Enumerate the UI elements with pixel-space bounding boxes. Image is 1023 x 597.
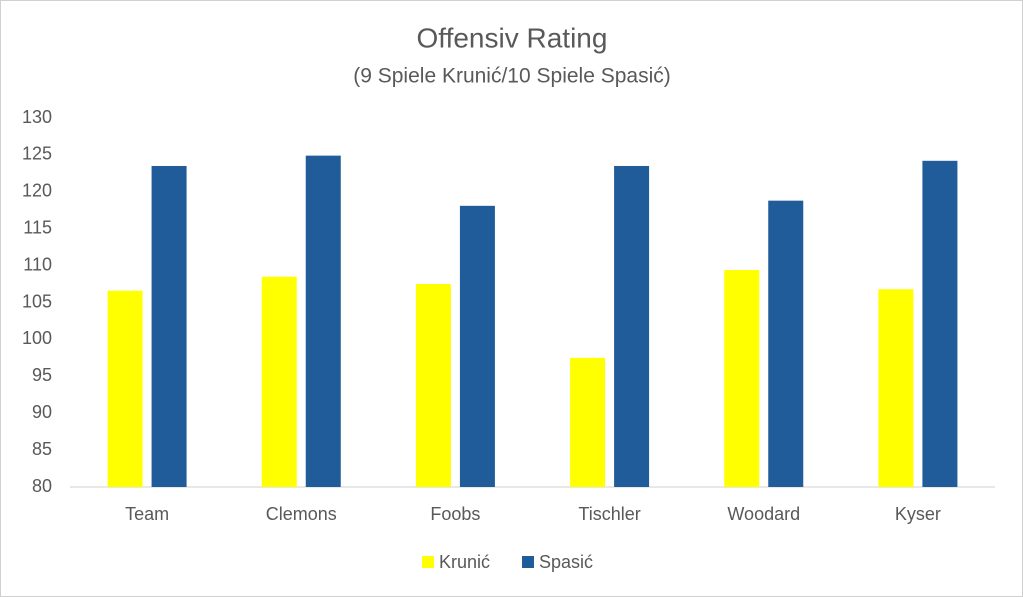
y-tick-label: 100 xyxy=(22,328,52,348)
bar xyxy=(922,160,958,487)
bar xyxy=(570,357,606,487)
x-tick-label: Woodard xyxy=(727,504,800,524)
bar xyxy=(107,290,143,487)
y-tick-label: 125 xyxy=(22,144,52,164)
bar xyxy=(151,165,187,487)
y-tick-label: 130 xyxy=(22,107,52,127)
y-tick-label: 80 xyxy=(32,476,52,496)
legend-label: Spasić xyxy=(539,552,593,572)
chart-subtitle: (9 Spiele Krunić/10 Spiele Spasić) xyxy=(353,65,671,88)
legend-swatch xyxy=(422,556,434,568)
bar xyxy=(261,276,297,487)
bar xyxy=(459,205,495,487)
y-tick-label: 90 xyxy=(32,402,52,422)
y-tick-label: 85 xyxy=(32,439,52,459)
x-tick-label: Team xyxy=(125,504,169,524)
y-tick-label: 95 xyxy=(32,365,52,385)
bar xyxy=(878,289,914,487)
bar xyxy=(415,284,451,487)
y-tick-label: 110 xyxy=(23,254,52,274)
x-tick-label: Tischler xyxy=(578,504,640,524)
x-tick-label: Clemons xyxy=(266,504,337,524)
y-tick-label: 115 xyxy=(23,217,52,237)
bar xyxy=(305,155,341,487)
y-tick-label: 105 xyxy=(22,291,52,311)
bar xyxy=(724,270,760,487)
legend-label: Krunić xyxy=(439,552,490,572)
bar xyxy=(768,200,804,487)
x-tick-label: Kyser xyxy=(895,504,941,524)
y-tick-label: 120 xyxy=(22,181,52,201)
chart-title: Offensiv Rating xyxy=(417,22,608,53)
bar xyxy=(614,165,650,487)
legend-swatch xyxy=(522,556,534,568)
x-tick-label: Foobs xyxy=(430,504,480,524)
